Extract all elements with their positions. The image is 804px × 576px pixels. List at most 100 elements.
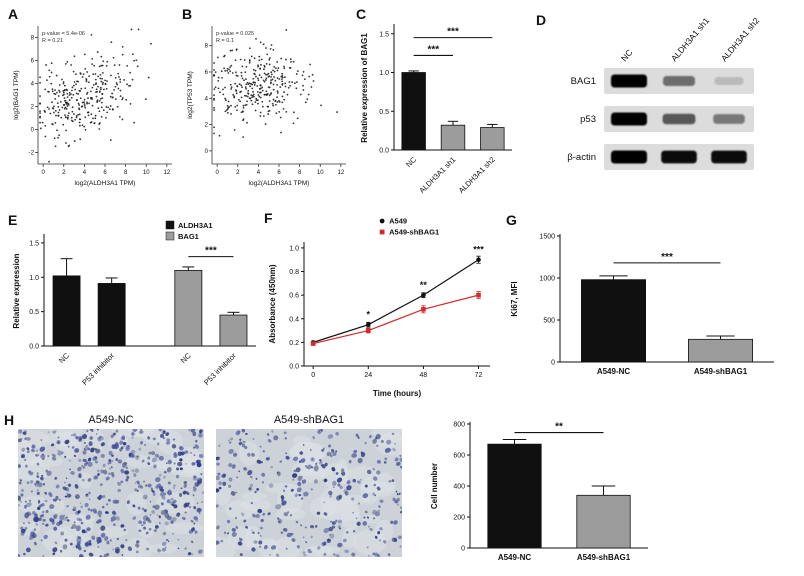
svg-text:A549-NC: A549-NC — [498, 553, 532, 562]
svg-text:***: *** — [205, 246, 217, 257]
svg-text:72: 72 — [475, 372, 483, 379]
svg-text:0.0: 0.0 — [29, 344, 39, 351]
svg-text:A549-NC: A549-NC — [597, 367, 631, 376]
svg-text:Ki67, MFI: Ki67, MFI — [510, 281, 519, 316]
svg-text:P53 inhibitor: P53 inhibitor — [80, 351, 116, 387]
panel-b: B 0 2 4 6 8 10 12 0 2 4 6 8 p-value = 0.025 R = 0.1 lo… — [182, 6, 352, 202]
western-blot: NC ALDH3A1 sh1 ALDH3A1 sh2 BAG1 p53 β-actin — [538, 4, 794, 209]
scatter-aldh3a1-vs-tp53: 0 2 4 6 8 10 12 0 2 4 6 8 p-value = 0.025 R = 0.1 log2… — [184, 18, 352, 195]
panel-a: A 0 2 4 6 8 10 12 -2 0 2 4 6 8 p-value = 5.4e-06 R = 0… — [8, 6, 178, 202]
microscopy-a549-shbag1-label: A549-shBAG1 — [273, 414, 345, 426]
panel-g: G 0 500 1000 1500 A549-NC A549-shBAG1 *** Ki67,… — [506, 212, 790, 392]
line-chart-cck8-absorbance: 0.0 0.2 0.4 0.6 0.8 1.0 0 24 48 72 * ** *** A549 A549-… — [266, 216, 500, 405]
svg-text:log2(BAG1 TPM): log2(BAG1 TPM) — [13, 70, 20, 119]
svg-text:200: 200 — [453, 515, 465, 522]
svg-text:0: 0 — [41, 170, 45, 176]
microscopy-a549-shbag1-image — [216, 429, 402, 557]
svg-text:Time (hours): Time (hours) — [373, 389, 422, 398]
panel-c: C 0.0 0.5 1.0 1.5 NC ALDH3A1 sh1 ALDH3A1 sh2 **… — [356, 6, 528, 236]
svg-text:0: 0 — [31, 128, 35, 134]
microscopy-a549-nc-image — [18, 429, 204, 557]
svg-text:A549: A549 — [389, 217, 407, 226]
svg-text:24: 24 — [364, 372, 372, 379]
svg-text:8: 8 — [124, 170, 128, 176]
svg-text:NC: NC — [404, 155, 418, 169]
svg-text:8: 8 — [31, 36, 35, 42]
svg-text:48: 48 — [420, 372, 428, 379]
bar-chart-bag1-expression: 0.0 0.5 1.0 1.5 NC ALDH3A1 sh1 ALDH3A1 sh2 *** *… — [358, 10, 526, 237]
svg-text:0.2: 0.2 — [289, 340, 299, 347]
svg-text:1500: 1500 — [539, 234, 555, 241]
svg-text:**: ** — [555, 422, 563, 433]
svg-text:-2: -2 — [29, 151, 35, 157]
svg-text:8: 8 — [205, 44, 209, 50]
svg-text:0: 0 — [311, 372, 315, 379]
svg-text:0.0: 0.0 — [379, 148, 389, 155]
svg-text:R = 0.21: R = 0.21 — [42, 38, 63, 44]
scatter-aldh3a1-vs-bag1: 0 2 4 6 8 10 12 -2 0 2 4 6 8 p-value = 5.4e-06 R = 0.2… — [10, 18, 178, 195]
svg-text:**: ** — [420, 280, 428, 290]
panel-h-label: H — [4, 412, 15, 428]
svg-text:p-value = 0.025: p-value = 0.025 — [216, 31, 254, 37]
svg-text:***: *** — [661, 252, 673, 263]
svg-text:log2(ALDH3A1 TPM): log2(ALDH3A1 TPM) — [75, 180, 136, 187]
svg-text:NC: NC — [57, 351, 71, 365]
svg-text:500: 500 — [543, 318, 555, 325]
panel-a-label: A — [8, 6, 19, 22]
svg-text:4: 4 — [31, 82, 35, 88]
svg-text:A549-shBAG1: A549-shBAG1 — [577, 553, 631, 562]
svg-text:ALDH3A1 sh1: ALDH3A1 sh1 — [417, 155, 457, 195]
svg-text:4: 4 — [83, 170, 87, 176]
svg-text:1.0: 1.0 — [289, 245, 299, 252]
svg-text:6: 6 — [205, 70, 209, 76]
svg-text:10: 10 — [143, 170, 150, 176]
svg-text:400: 400 — [453, 484, 465, 491]
bar-chart-ki67-mfi: 0 500 1000 1500 A549-NC A549-shBAG1 *** Ki67, M… — [508, 220, 788, 391]
panel-c-label: C — [356, 6, 367, 22]
svg-text:12: 12 — [164, 170, 171, 176]
svg-text:***: *** — [427, 44, 439, 55]
svg-text:NC: NC — [619, 47, 635, 63]
panel-d-label: D — [536, 12, 547, 28]
microscopy-a549-nc: A549-NC — [18, 414, 204, 557]
svg-text:0.5: 0.5 — [379, 109, 389, 116]
panel-d: D NC ALDH3A1 sh1 ALDH3A1 sh2 BAG1 p53 β-actin — [536, 4, 794, 206]
svg-text:4: 4 — [205, 96, 209, 102]
svg-text:1000: 1000 — [539, 276, 555, 283]
svg-text:4: 4 — [257, 170, 261, 176]
microscopy-a549-nc-label: A549-NC — [88, 414, 134, 426]
svg-text:1.5: 1.5 — [379, 31, 389, 38]
svg-text:0.5: 0.5 — [29, 309, 39, 316]
svg-text:***: *** — [447, 27, 459, 38]
svg-text:10: 10 — [317, 170, 324, 176]
svg-text:12: 12 — [338, 170, 345, 176]
panel-e: E 0.0 0.5 1.0 1.5 NC P53 inhibitor NC P53 inhib… — [8, 212, 262, 412]
svg-text:6: 6 — [277, 170, 281, 176]
svg-text:p-value = 5.4e-06: p-value = 5.4e-06 — [42, 31, 85, 37]
svg-text:BAG1: BAG1 — [571, 76, 596, 87]
bar-chart-cell-number: 0 200 400 600 800 A549-NC A549-shBAG1 ** Cell nu… — [428, 410, 656, 576]
svg-text:1.0: 1.0 — [379, 70, 389, 77]
svg-text:0: 0 — [551, 360, 555, 367]
svg-text:2: 2 — [236, 170, 240, 176]
svg-text:R = 0.1: R = 0.1 — [216, 38, 234, 44]
panel-e-label: E — [8, 212, 18, 228]
svg-text:NC: NC — [179, 351, 193, 365]
svg-text:1.0: 1.0 — [29, 275, 39, 282]
svg-text:0.0: 0.0 — [289, 364, 299, 371]
svg-text:log2(ALDH3A1 TPM): log2(ALDH3A1 TPM) — [249, 180, 310, 187]
svg-text:1.5: 1.5 — [29, 240, 39, 247]
panel-f: F 0.0 0.2 0.4 0.6 0.8 1.0 0 24 48 72 * ** *** A549 A54… — [264, 210, 502, 404]
svg-text:β-actin: β-actin — [567, 152, 596, 163]
svg-text:6: 6 — [31, 59, 35, 65]
svg-text:*: * — [367, 310, 371, 320]
panel-g-label: G — [506, 212, 517, 228]
svg-text:0.8: 0.8 — [289, 269, 299, 276]
svg-text:p53: p53 — [580, 114, 596, 125]
svg-text:BAG1: BAG1 — [178, 232, 199, 241]
svg-text:ALDH3A1 sh2: ALDH3A1 sh2 — [719, 15, 761, 63]
svg-text:A549-shBAG1: A549-shBAG1 — [389, 228, 439, 237]
svg-text:2: 2 — [31, 105, 35, 111]
svg-text:800: 800 — [453, 422, 465, 429]
